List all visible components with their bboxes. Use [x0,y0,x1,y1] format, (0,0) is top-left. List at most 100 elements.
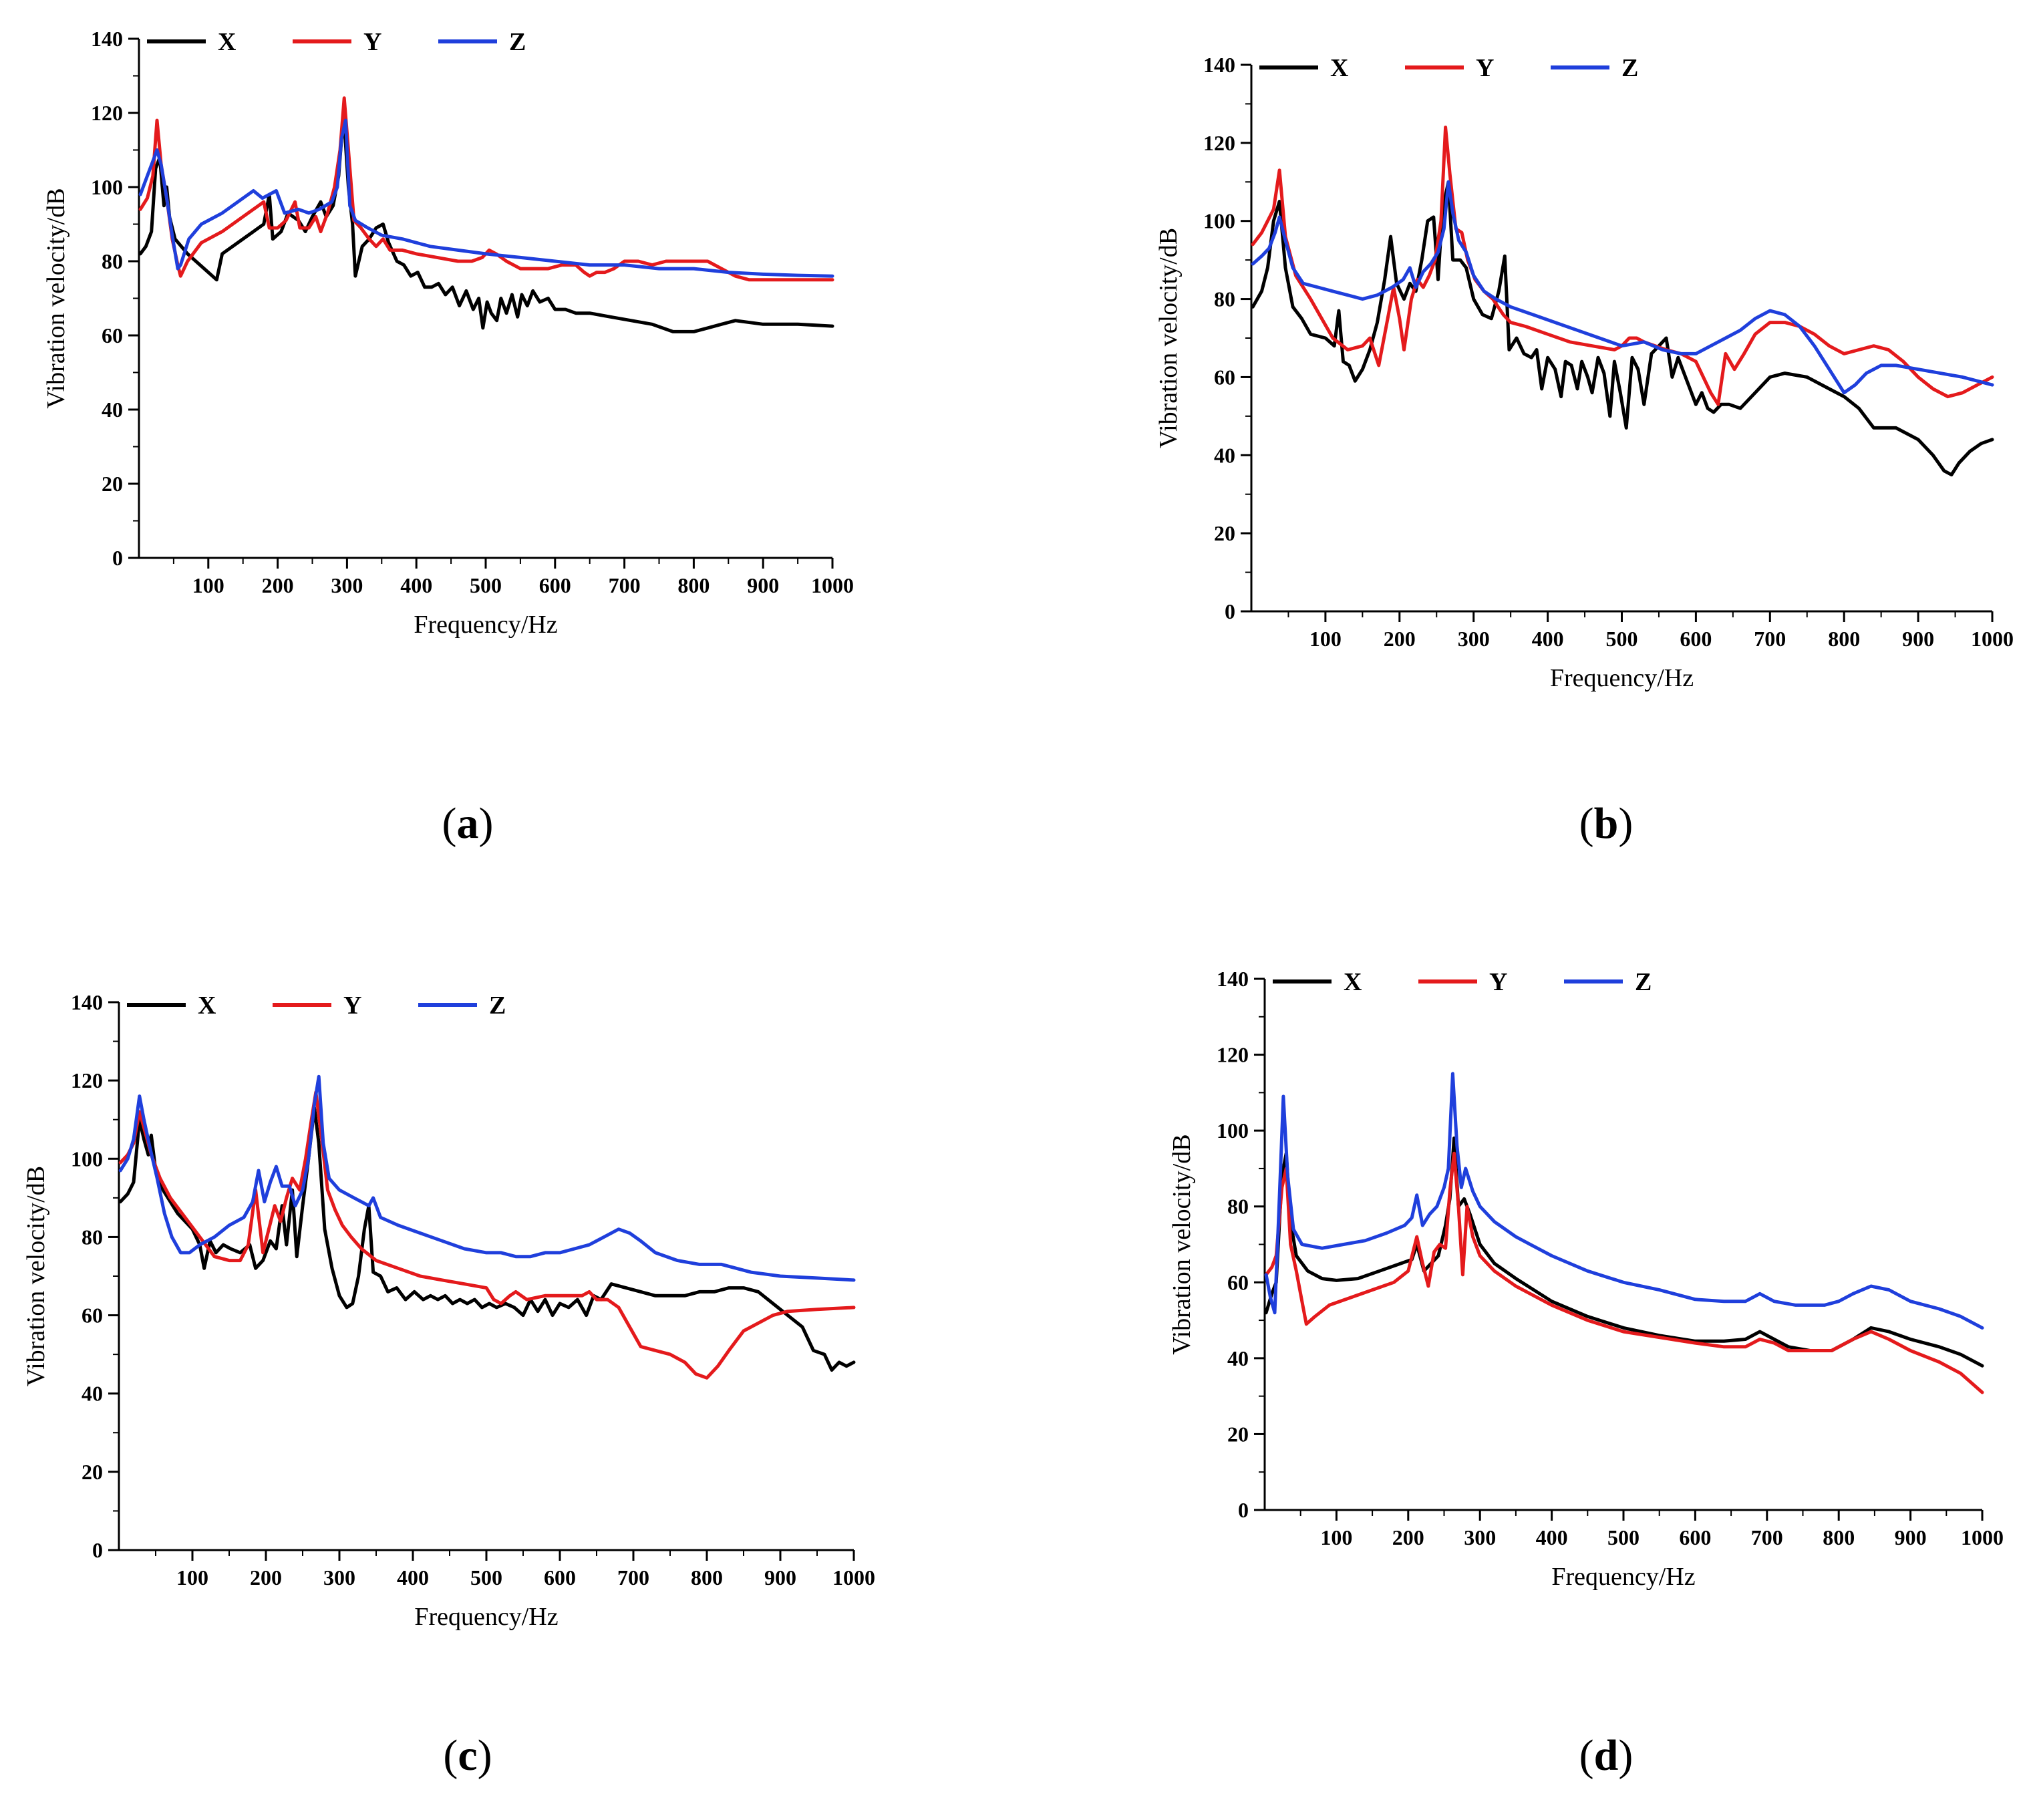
series-line-y-a [138,96,834,282]
legend-label-y-c: Y [343,992,361,1020]
x-tick-label-c: 200 [250,1565,282,1589]
x-tick-label-b: 700 [1754,627,1786,651]
x-axis-label-b: Frequency/Hz [1550,664,1694,692]
x-axis-label-d: Frequency/Hz [1551,1563,1695,1591]
chart-panel-d: 0 20 40 60 80 100 120 140 100 200 300 400 500 600 700 8… [1026,935,2025,1670]
series-line-z-b [1251,180,1994,395]
caption-b: (b) [1579,799,1633,848]
y-tick-label-b: 100 [1203,209,1235,233]
legend-label-x-d: X [1344,968,1362,996]
x-axis-label-c: Frequency/Hz [414,1603,558,1631]
y-tick-label-b: 120 [1203,131,1235,155]
x-tick-label-b: 300 [1458,627,1490,651]
y-axis-label-b: Vibration velocity/dB [1154,228,1183,448]
chart-panel-b: 0 20 40 60 80 100 120 140 100 200 300 400 500 600 700 8… [1026,20,2025,755]
legend-label-z-a: Z [509,28,526,56]
x-tick-label-a: 700 [609,573,641,597]
y-tick-label-a: 100 [91,175,123,199]
series-line-y-b [1251,126,1994,406]
chart-svg-c: 0 20 40 60 80 100 120 140 100 200 300 400 500 600 700 8… [22,988,875,1631]
y-tick-label-c: 140 [71,990,103,1014]
caption-d: (d) [1579,1731,1633,1780]
x-tick-label-d: 900 [1895,1525,1927,1549]
x-tick-label-b: 200 [1384,627,1416,651]
legend-label-y-d: Y [1489,968,1507,996]
legend-label-y-b: Y [1476,54,1494,82]
legend-box-d [1267,964,1695,998]
chart-panel-a: 0 20 40 60 80 100 120 140 100 200 300 400 500 600 700 8… [0,0,1002,735]
x-tick-label-b: 900 [1902,627,1934,651]
legend-label-x-c: X [198,992,216,1020]
x-tick-label-c: 800 [691,1565,723,1589]
y-tick-label-c: 60 [82,1304,103,1328]
y-tick-label-b: 60 [1214,365,1235,389]
y-tick-label-d: 60 [1227,1270,1249,1294]
caption-c: (c) [443,1731,492,1780]
series-line-y-c [118,1090,856,1380]
x-tick-label-d: 700 [1751,1525,1783,1549]
y-tick-label-c: 20 [82,1460,103,1484]
x-tick-label-c: 500 [470,1565,502,1589]
y-tick-label-a: 40 [102,398,123,422]
x-tick-label-b: 100 [1309,627,1342,651]
caption-a: (a) [442,799,494,848]
legend-label-x-b: X [1330,54,1348,82]
x-tick-label-a: 900 [747,573,779,597]
y-axis-label-c: Vibration velocity/dB [22,1166,50,1386]
y-tick-label-d: 140 [1217,967,1249,991]
legend-label-y-a: Y [363,28,381,56]
x-tick-label-a: 300 [331,573,363,597]
x-tick-label-b: 1000 [1971,627,2014,651]
y-tick-label-b: 80 [1214,287,1235,311]
series-line-x-a [138,111,834,333]
x-axis-label-a: Frequency/Hz [414,611,557,639]
legend-label-z-b: Z [1621,54,1638,82]
y-tick-label-a: 140 [91,27,123,51]
legend-box-b [1254,50,1682,84]
x-tick-label-b: 600 [1680,627,1712,651]
chart-svg-a: 0 20 40 60 80 100 120 140 100 200 300 400 500 600 700 8… [42,24,854,639]
legend-label-z-d: Z [1635,968,1652,996]
x-tick-label-d: 400 [1536,1525,1568,1549]
y-axis-label-a: Vibration velocity/dB [42,188,70,408]
x-tick-label-a: 500 [470,573,502,597]
x-tick-label-a: 600 [539,573,571,597]
y-tick-label-b: 0 [1225,599,1235,623]
legend-box-a [142,24,569,57]
x-tick-label-c: 1000 [832,1565,875,1589]
x-tick-label-c: 600 [544,1565,576,1589]
legend-label-z-c: Z [489,992,506,1020]
y-tick-label-d: 20 [1227,1422,1249,1446]
x-tick-label-d: 1000 [1961,1525,2004,1549]
legend-box-c [122,988,549,1021]
y-tick-label-d: 0 [1238,1498,1249,1522]
x-tick-label-d: 300 [1464,1525,1496,1549]
series-line-z-d [1264,1072,1984,1330]
x-tick-label-a: 800 [677,573,710,597]
y-tick-label-b: 140 [1203,53,1235,77]
legend-label-x-a: X [218,28,236,56]
y-tick-label-a: 120 [91,101,123,125]
y-tick-label-a: 20 [102,472,123,496]
y-tick-label-d: 120 [1217,1043,1249,1067]
series-line-z-c [118,1074,856,1282]
x-tick-label-a: 200 [262,573,294,597]
x-tick-label-c: 100 [176,1565,208,1589]
x-tick-label-b: 800 [1828,627,1860,651]
y-tick-label-a: 0 [112,546,123,570]
series-line-z-a [138,118,834,278]
y-tick-label-c: 80 [82,1225,103,1249]
y-tick-label-c: 120 [71,1068,103,1092]
y-tick-label-d: 80 [1227,1195,1249,1219]
y-tick-label-a: 80 [102,249,123,273]
x-tick-label-c: 400 [397,1565,429,1589]
y-tick-label-c: 100 [71,1147,103,1171]
chart-svg-d: 0 20 40 60 80 100 120 140 100 200 300 400 500 600 700 8… [1168,964,2004,1591]
series-line-x-c [118,1106,856,1372]
y-tick-label-d: 40 [1227,1346,1249,1370]
y-tick-label-c: 40 [82,1382,103,1406]
chart-panel-c: 0 20 40 60 80 100 120 140 100 200 300 400 500 600 700 8… [0,952,1002,1687]
y-tick-label-d: 100 [1217,1118,1249,1143]
y-tick-label-c: 0 [92,1538,103,1562]
x-tick-label-c: 700 [617,1565,649,1589]
